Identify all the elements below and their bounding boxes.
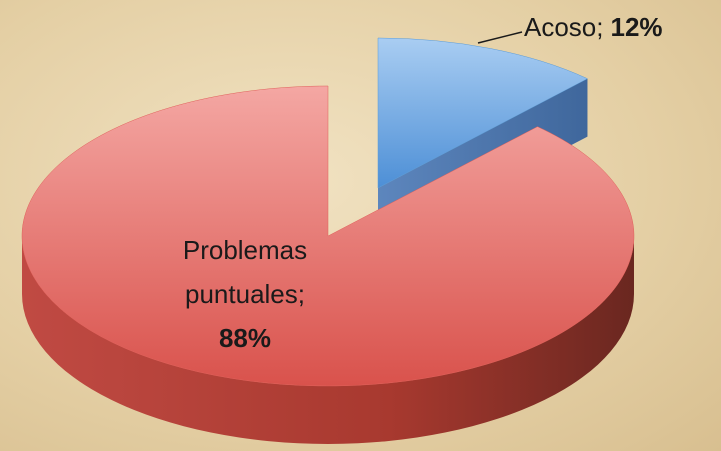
slice-side — [22, 236, 634, 444]
leader-line — [477, 31, 523, 44]
category-label: Acoso; — [524, 12, 604, 42]
slice — [377, 37, 589, 189]
slice-label: Acoso; 12% — [524, 12, 663, 43]
slice-label: Problemas puntuales; 88% — [150, 228, 340, 360]
value-label: 88% — [218, 323, 272, 353]
slice — [21, 85, 635, 387]
category-label: Problemas puntuales; — [182, 235, 308, 309]
value-label: 12% — [610, 12, 663, 42]
pie — [21, 37, 635, 444]
